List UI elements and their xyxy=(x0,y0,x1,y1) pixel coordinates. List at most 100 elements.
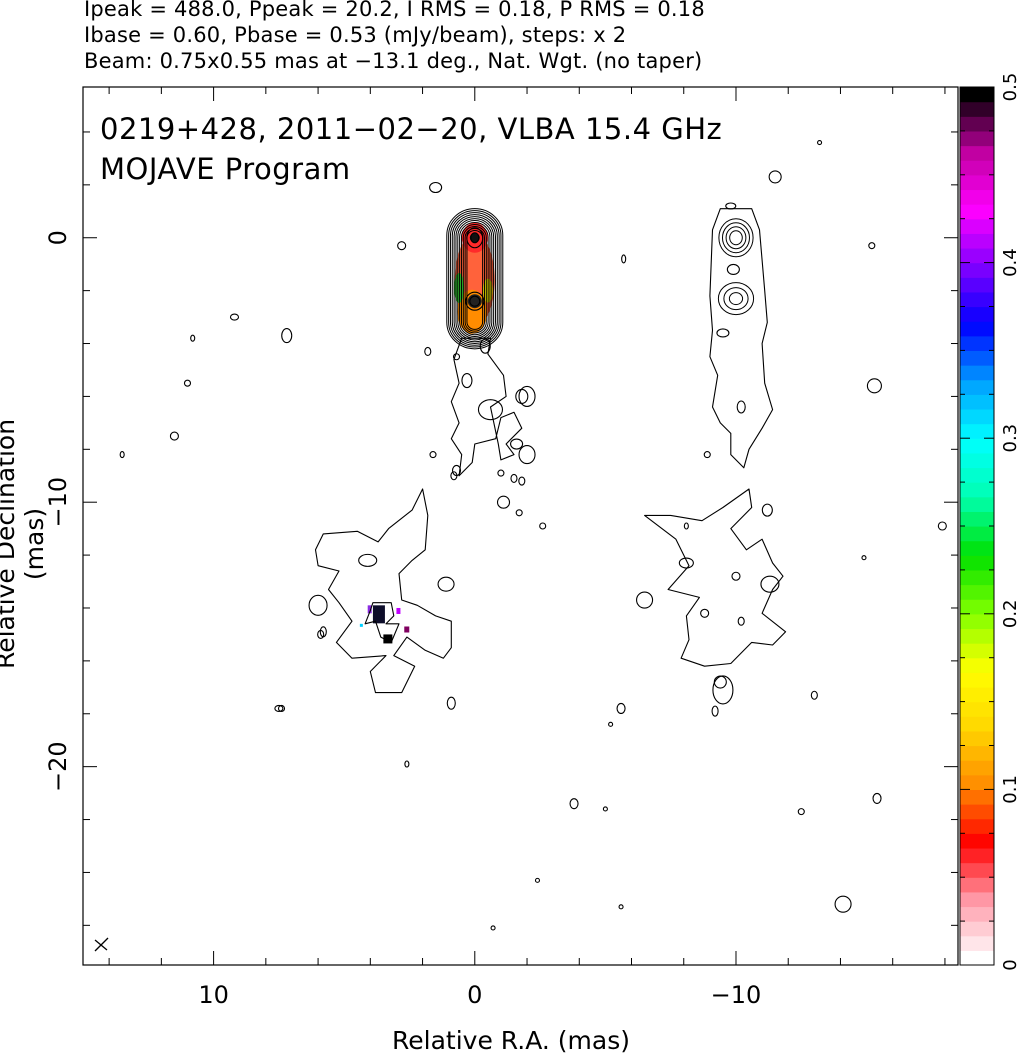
jet-knot-contour xyxy=(477,399,504,421)
core-contour xyxy=(448,210,502,348)
noise-contour xyxy=(317,629,325,639)
colorbar-step xyxy=(960,745,994,761)
noise-contour xyxy=(711,705,719,717)
core-contour xyxy=(464,227,485,332)
pol-second-contour xyxy=(723,287,749,311)
lobe-color-pixel xyxy=(367,605,372,614)
x-axis-label: Relative R.A. (mas) xyxy=(392,1026,630,1055)
core-peak-contour xyxy=(470,232,480,244)
colorbar-step xyxy=(960,628,994,644)
noise-contour xyxy=(797,808,805,816)
colorbar-step xyxy=(960,833,994,849)
colorbar-step xyxy=(960,408,994,425)
pol-second-contour xyxy=(717,282,755,316)
colorbar-step xyxy=(960,555,994,571)
axis-ticks: 10 0 −10 0 −10 −20 xyxy=(44,87,958,1009)
noise-contour xyxy=(618,904,624,910)
noise-contour xyxy=(866,378,882,394)
noise-contour xyxy=(515,388,529,404)
colorbar-step xyxy=(960,306,994,322)
noise-contour xyxy=(518,476,526,486)
jet-knot-contour xyxy=(518,385,536,407)
colorbar-step xyxy=(960,438,994,454)
noise-contour xyxy=(229,313,240,321)
pol-knot-contour xyxy=(736,400,746,414)
program-annotation: MOJAVE Program xyxy=(100,152,351,186)
lobe-inner-contour xyxy=(358,553,378,567)
lobe-side-contour xyxy=(437,576,455,592)
colorbar-step xyxy=(960,540,994,556)
noise-contour xyxy=(602,806,608,812)
colorbar-step xyxy=(960,847,994,864)
pol-jet-contour xyxy=(709,208,774,469)
jet-knot-contour xyxy=(510,473,518,483)
noise-contour xyxy=(616,702,626,715)
colorbar-step xyxy=(960,452,994,469)
noise-contour xyxy=(539,522,547,530)
header-line-3: Beam: 0.75x0.55 mas at −13.1 deg., Nat. … xyxy=(84,49,703,73)
core-contour xyxy=(459,222,491,337)
colorbar-step xyxy=(960,511,994,527)
colorbar-step xyxy=(960,204,994,220)
pol-lobe-inner-contour xyxy=(737,616,745,626)
colorbar-tick-label: 0.3 xyxy=(1000,424,1021,453)
colorbar-tick-label: 0.5 xyxy=(1000,73,1021,102)
y-tick-label: −10 xyxy=(44,477,72,528)
lobe-color-pixel xyxy=(404,626,410,633)
core-contour xyxy=(466,229,484,330)
pol-lobe-side-contour xyxy=(636,591,654,609)
noise-contour xyxy=(534,877,541,883)
x-tick-label: −10 xyxy=(711,981,762,1009)
core-contour xyxy=(462,226,487,334)
lobe-color-pixel xyxy=(372,605,385,624)
colorbar-step xyxy=(960,467,994,483)
y-tick-label: −20 xyxy=(44,741,72,792)
colorbar-step xyxy=(960,686,994,703)
colorbar-step xyxy=(960,335,994,351)
colorbar-step xyxy=(960,599,994,615)
noise-contour xyxy=(761,503,773,517)
colorbar-step xyxy=(960,716,994,732)
jet-contour xyxy=(450,337,523,477)
colorbar-step xyxy=(960,321,994,337)
jet-knot-contour xyxy=(461,372,473,389)
noise-contour xyxy=(569,798,579,810)
colorbar-step xyxy=(960,789,994,805)
jet-knot-contour xyxy=(518,445,536,465)
colorbar-step xyxy=(960,350,994,366)
colorbar-step xyxy=(960,160,994,176)
pol-core-contour xyxy=(725,226,747,250)
pol-lobe-inner-contour xyxy=(678,557,694,569)
colorbar-step xyxy=(960,935,994,951)
noise-contour xyxy=(725,202,737,210)
colorbar-step xyxy=(960,730,994,747)
pol-core-contour xyxy=(721,222,750,254)
colorbar-tick-label: 0.2 xyxy=(1000,599,1021,628)
plot-border xyxy=(82,86,959,966)
pol-core-contour xyxy=(718,218,754,258)
noise-contour xyxy=(281,328,293,344)
noise-contour xyxy=(621,254,627,264)
plot-frame xyxy=(82,86,959,966)
core-peak-contour xyxy=(466,227,484,249)
jet-knot-contour xyxy=(510,438,524,450)
colorbar-step xyxy=(960,877,994,893)
noise-contour xyxy=(404,760,410,768)
noise-contour xyxy=(429,451,437,459)
colorbar-step xyxy=(960,862,994,878)
colorbar-step xyxy=(960,613,994,630)
pol-core-contour xyxy=(729,230,743,246)
colorbar-step xyxy=(960,291,994,308)
colorbar-step xyxy=(960,569,994,586)
core-contour xyxy=(455,218,495,341)
colorbar-step xyxy=(960,247,994,264)
noise-contour xyxy=(683,522,689,530)
core-contour xyxy=(453,216,496,343)
header-line-2: Ibase = 0.60, Pbase = 0.53 (mJy/beam), s… xyxy=(84,23,627,47)
core-contour xyxy=(449,212,500,346)
lobe-side-contour xyxy=(274,704,284,713)
lobe-color-pixel xyxy=(396,607,401,614)
jet-knot-contour xyxy=(479,338,491,354)
pol-knot-contour xyxy=(716,328,730,338)
